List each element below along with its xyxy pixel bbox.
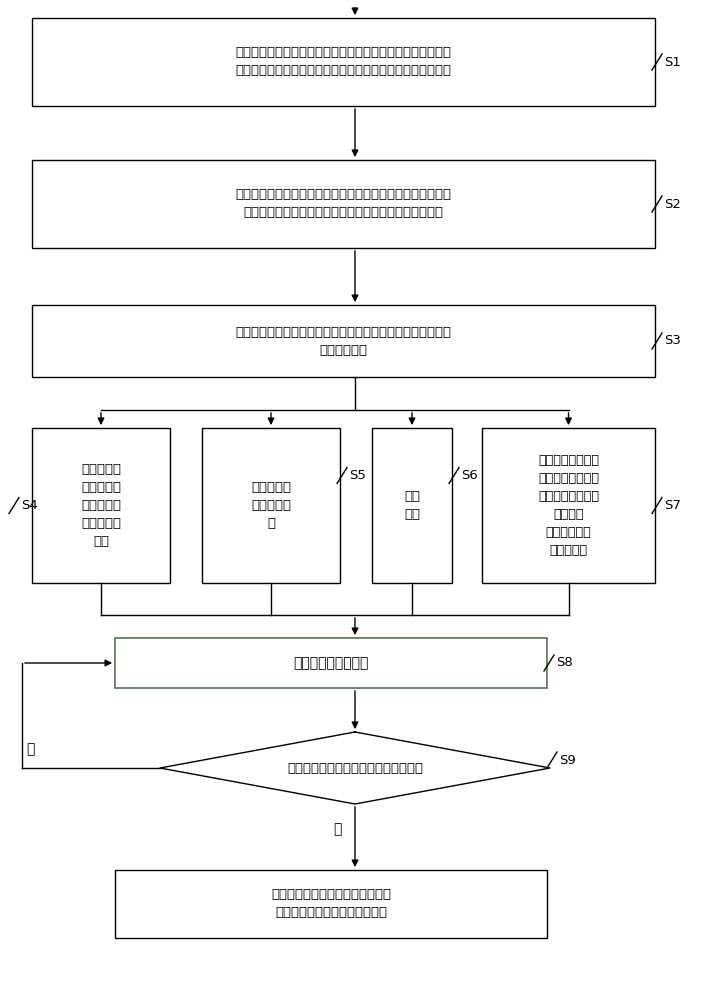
Text: S1: S1 [664, 55, 681, 68]
Text: 实时监测路口各个行驶方向范围内的积水高度、路口的能见度
、路面是否湿滑、路口各个行驶方向的停止线是否被积雪覆盖: 实时监测路口各个行驶方向范围内的积水高度、路口的能见度 、路面是否湿滑、路口各个… [236, 46, 452, 78]
Text: 某一行驶方
向范围有积
水且积水高
度超过设定
阈值: 某一行驶方 向范围有积 水且积水高 度超过设定 阈值 [81, 463, 121, 548]
Bar [372, 428, 452, 583]
Text: 已进入路口内的车辆是否全部通过路口: 已进入路口内的车辆是否全部通过路口 [287, 762, 423, 774]
Text: 路面
湿滑: 路面 湿滑 [404, 490, 420, 521]
Bar [32, 305, 655, 377]
Bar [32, 428, 170, 583]
Text: 否: 否 [333, 822, 342, 836]
Text: 延长该路口的信号灯的全红时间，
直到路口内的车辆全部通过路口: 延长该路口的信号灯的全红时间， 直到路口内的车辆全部通过路口 [271, 888, 391, 920]
Bar [115, 870, 547, 938]
Bar [32, 18, 655, 106]
Text: S3: S3 [664, 334, 681, 348]
Text: S8: S8 [556, 656, 573, 670]
Text: S6: S6 [461, 469, 478, 482]
Text: S2: S2 [664, 198, 681, 211]
Text: S7: S7 [664, 499, 681, 512]
Text: S9: S9 [559, 754, 576, 766]
Text: S4: S4 [21, 499, 38, 512]
Text: 停止线被积雪覆盖
，且距离当前放行
方向的停止线上游
设定阈值
距离的范围内
没有机动车: 停止线被积雪覆盖 ，且距离当前放行 方向的停止线上游 设定阈值 距离的范围内 没… [538, 454, 599, 557]
Text: 是: 是 [26, 742, 34, 756]
Text: 根据不同方向机动车遇红灯的停车等待次数的关系，对路口信
号灯进行控制: 根据不同方向机动车遇红灯的停车等待次数的关系，对路口信 号灯进行控制 [236, 326, 452, 357]
Text: 连续平面精准跟踪路口每个方向上的机动车，实时获取每个方
向的机动车的数量、每一台机动车的瞬时速度和精准位置: 连续平面精准跟踪路口每个方向上的机动车，实时获取每个方 向的机动车的数量、每一台… [236, 188, 452, 220]
Bar [115, 638, 547, 688]
Text: 改变信号灯放行方向: 改变信号灯放行方向 [293, 656, 368, 670]
Text: S5: S5 [349, 469, 366, 482]
Bar [482, 428, 655, 583]
Bar [32, 160, 655, 248]
Polygon shape [160, 732, 550, 804]
Bar [202, 428, 340, 583]
Text: 路口能见度
低于设定阈
值: 路口能见度 低于设定阈 值 [251, 481, 291, 530]
